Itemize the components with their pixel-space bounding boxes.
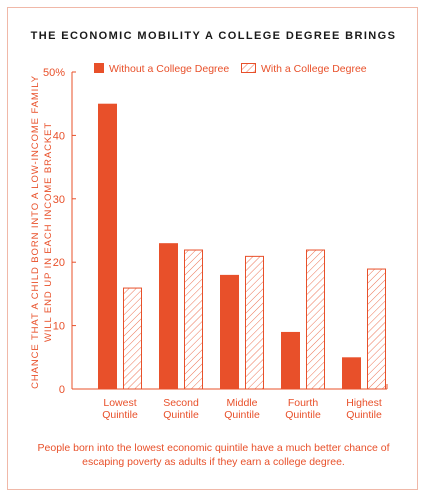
- y-axis-label-line-2: WILL END UP IN EACH INCOME BRACKET: [43, 122, 54, 342]
- x-tick-label: Lowest: [103, 397, 136, 409]
- bar-without-degree: [220, 274, 239, 389]
- bar-with-degree: [306, 249, 325, 390]
- legend: Without a College Degree With a College D…: [94, 63, 367, 75]
- y-axis-label: CHANCE THAT A CHILD BORN INTO A LOW-INCO…: [30, 75, 54, 389]
- x-tick-label: Fourth: [288, 397, 319, 409]
- caption: People born into the lowest economic qui…: [37, 442, 390, 468]
- x-tick-label: Quintile: [285, 409, 321, 421]
- x-tick-label: Middle: [227, 397, 258, 409]
- y-axis-label-line-1: CHANCE THAT A CHILD BORN INTO A LOW-INCO…: [30, 75, 41, 389]
- y-tick-label: 40: [53, 130, 65, 142]
- bars: LowestQuintileSecondQuintileMiddleQuinti…: [98, 103, 386, 421]
- legend-swatch-without-degree: [94, 63, 104, 73]
- x-tick-label: Second: [163, 397, 199, 409]
- chart-frame: [7, 7, 418, 490]
- x-tick-label: Quintile: [163, 409, 199, 421]
- x-tick-label: Quintile: [102, 409, 138, 421]
- axes: 0 10 20 30 40 50%: [43, 67, 388, 396]
- x-tick-label: Quintile: [224, 409, 260, 421]
- bar-without-degree: [98, 103, 117, 389]
- y-tick-label: 0: [59, 384, 65, 396]
- bar-with-degree: [245, 255, 264, 390]
- chart-title: THE ECONOMIC MOBILITY A COLLEGE DEGREE B…: [30, 30, 397, 42]
- legend-label: Without a College Degree: [109, 63, 229, 75]
- bar-with-degree: [367, 268, 386, 390]
- legend-label: With a College Degree: [261, 63, 367, 75]
- y-tick-label: 20: [53, 257, 65, 269]
- bar-without-degree: [342, 357, 361, 389]
- y-tick-label: 10: [53, 321, 65, 333]
- bar-without-degree: [159, 243, 178, 389]
- bar-without-degree: [281, 331, 300, 389]
- bar-with-degree: [184, 249, 203, 390]
- y-tick-label: 30: [53, 194, 65, 206]
- y-tick-label: 50%: [43, 67, 65, 79]
- legend-swatch-with-degree: [241, 63, 256, 73]
- x-tick-label: Highest: [346, 397, 382, 409]
- x-tick-label: Quintile: [346, 409, 382, 421]
- bar-with-degree: [123, 287, 142, 390]
